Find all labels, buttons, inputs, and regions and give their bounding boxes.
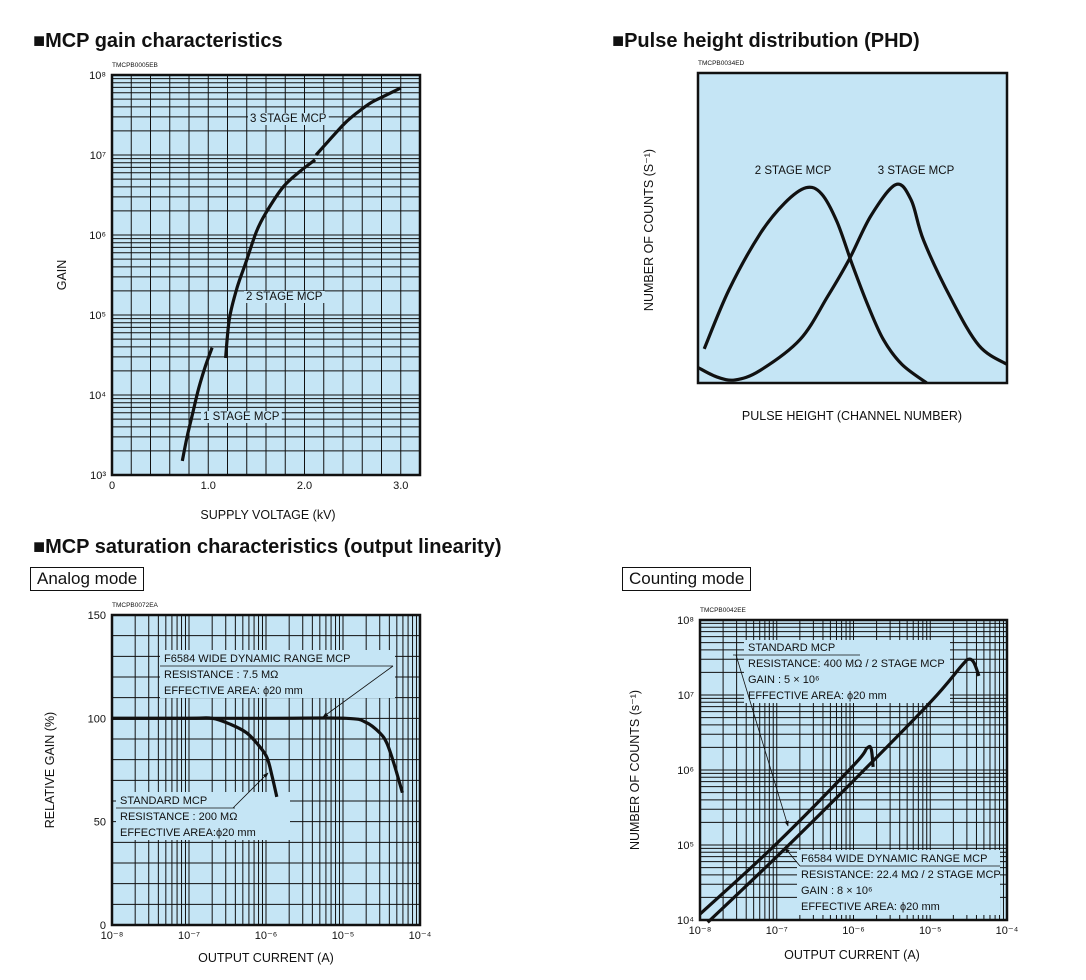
- gain-series-1-line: [180, 347, 214, 462]
- counting-series-2-line: [706, 657, 981, 924]
- analog-figure-code: TMCPB0072EA: [112, 602, 159, 609]
- gain-y-tick-label: 10⁵: [89, 310, 106, 322]
- gain-plot-frame: [110, 73, 422, 477]
- counting-plot-frame: [698, 618, 1009, 922]
- phd-plot-frame: [696, 71, 1009, 385]
- counting-series-1-line: [698, 744, 875, 916]
- analog-x-tick-label: 10⁻⁵: [332, 930, 355, 942]
- gain-y-tick-label: 10⁷: [90, 150, 106, 162]
- counting-annotation-text: F6584 WIDE DYNAMIC RANGE MCP: [801, 853, 987, 865]
- phd-series-label: 3 STAGE MCP: [878, 165, 955, 177]
- analog-y-axis-label: RELATIVE GAIN (%): [43, 712, 57, 828]
- counting-annotation-leader: [735, 654, 789, 827]
- phd-x-axis-label: PULSE HEIGHT (CHANNEL NUMBER): [742, 409, 962, 423]
- counting-annotation-text: GAIN : 5 × 10⁶: [748, 674, 819, 686]
- analog-x-tick-label: 10⁻⁴: [409, 930, 432, 942]
- analog-annotation-background: [160, 650, 395, 698]
- analog-x-tick-label: 10⁻⁷: [178, 930, 200, 942]
- analog-x-tick-label: 10⁻⁶: [255, 930, 278, 942]
- analog-annotation-text: EFFECTIVE AREA: ϕ20 mm: [164, 685, 303, 697]
- analog-x-tick-label: 10⁻⁸: [101, 930, 124, 942]
- analog-mode-label: Analog mode: [30, 567, 145, 591]
- counting-x-tick-label: 10⁻⁷: [766, 925, 788, 937]
- counting-x-tick-label: 10⁻⁴: [996, 925, 1019, 937]
- analog-annotation-background: [116, 792, 290, 840]
- counting-y-tick-label: 10⁴: [677, 915, 694, 927]
- saturation-section-title: ■MCP saturation characteristics (output …: [33, 536, 502, 558]
- gain-series-label-background: [244, 291, 325, 303]
- gain-x-tick-label: 1.0: [201, 480, 216, 492]
- counting-annotation-text: EFFECTIVE AREA: ϕ20 mm: [748, 690, 887, 702]
- counting-y-tick-label: 10⁸: [677, 615, 694, 627]
- counting-annotation-text: RESISTANCE: 22.4 MΩ / 2 STAGE MCP: [801, 869, 1001, 881]
- counting-annotation-text: STANDARD MCP: [748, 642, 835, 654]
- counting-x-axis-label: OUTPUT CURRENT (A): [784, 948, 920, 962]
- analog-annotation-text: EFFECTIVE AREA:ϕ20 mm: [120, 827, 256, 839]
- analog-annotation-text: RESISTANCE : 7.5 MΩ: [164, 669, 278, 681]
- counting-annotation-text: GAIN : 8 × 10⁶: [801, 885, 872, 897]
- gain-x-tick-label: 3.0: [393, 480, 408, 492]
- analog-series-2-line: [111, 716, 404, 794]
- counting-figure-code: TMCPB0042EE: [700, 607, 747, 614]
- gain-y-tick-label: 10³: [90, 470, 106, 482]
- analog-annotation-text: RESISTANCE : 200 MΩ: [120, 811, 237, 823]
- counting-x-tick-label: 10⁻⁸: [689, 925, 712, 937]
- gain-y-tick-label: 10⁶: [89, 230, 106, 242]
- analog-y-tick-label: 0: [100, 920, 106, 932]
- analog-y-tick-label: 150: [88, 610, 106, 622]
- counting-y-tick-label: 10⁵: [677, 840, 694, 852]
- gain-y-tick-label: 10⁴: [89, 390, 106, 402]
- gain-series-label: 2 STAGE MCP: [246, 291, 323, 303]
- analog-y-tick-label: 100: [88, 713, 106, 725]
- counting-annotation-leader: [784, 847, 801, 867]
- gain-series-2-line: [224, 158, 317, 359]
- counting-mode-label: Counting mode: [622, 567, 752, 591]
- counting-annotation-text: EFFECTIVE AREA: ϕ20 mm: [801, 901, 940, 913]
- phd-series-2-line: [697, 182, 1008, 382]
- gain-series-label-background: [201, 411, 282, 423]
- analog-annotation-text: F6584 WIDE DYNAMIC RANGE MCP: [164, 653, 350, 665]
- gain-x-tick-label: 0: [109, 480, 115, 492]
- phd-plot-area: [698, 73, 1007, 383]
- counting-annotation-background: [797, 850, 1000, 915]
- analog-annotation-leader: [322, 665, 394, 718]
- gain-series-3-line: [314, 86, 402, 157]
- analog-annotation-text: STANDARD MCP: [120, 795, 207, 807]
- gain-series-label-background: [248, 113, 329, 125]
- analog-plot-frame: [110, 613, 422, 927]
- counting-x-tick-label: 10⁻⁶: [842, 925, 865, 937]
- gain-x-tick-label: 2.0: [297, 480, 312, 492]
- gain-y-axis-label: GAIN: [55, 260, 69, 291]
- phd-series-label: 2 STAGE MCP: [755, 165, 832, 177]
- gain-series-label: 1 STAGE MCP: [203, 411, 280, 423]
- analog-y-tick-label: 50: [94, 817, 106, 829]
- phd-series-1-line: [702, 185, 928, 385]
- phd-figure-code: TMCPB0034ED: [698, 60, 745, 67]
- counting-y-tick-label: 10⁷: [678, 690, 694, 702]
- counting-x-tick-label: 10⁻⁵: [919, 925, 942, 937]
- counting-y-tick-label: 10⁶: [677, 765, 694, 777]
- gain-series-label: 3 STAGE MCP: [250, 113, 327, 125]
- counting-annotation-background: [744, 640, 950, 703]
- analog-x-axis-label: OUTPUT CURRENT (A): [198, 951, 334, 965]
- gain-figure-code: TMCPB0005EB: [112, 62, 158, 69]
- gain-x-axis-label: SUPPLY VOLTAGE (kV): [200, 508, 335, 522]
- counting-y-axis-label: NUMBER OF COUNTS (s⁻¹): [628, 690, 642, 850]
- analog-annotation-leader: [232, 772, 269, 809]
- gain-section-title: ■MCP gain characteristics: [33, 30, 283, 52]
- phd-section-title: ■Pulse height distribution (PHD): [612, 30, 920, 52]
- gain-y-tick-label: 10⁸: [89, 70, 106, 82]
- phd-y-axis-label: NUMBER OF COUNTS (S⁻¹): [642, 149, 656, 311]
- counting-annotation-text: RESISTANCE: 400 MΩ / 2 STAGE MCP: [748, 658, 945, 670]
